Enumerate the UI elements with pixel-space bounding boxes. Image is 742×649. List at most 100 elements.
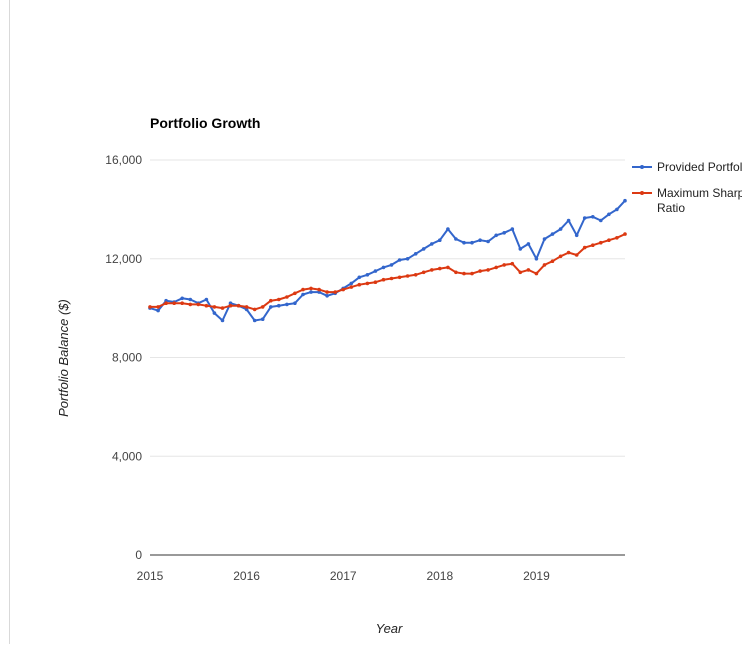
data-point[interactable] [454, 237, 458, 241]
data-point[interactable] [510, 261, 515, 266]
data-point[interactable] [180, 296, 184, 301]
data-point[interactable] [397, 258, 402, 262]
data-point[interactable] [599, 218, 603, 223]
data-point[interactable] [413, 273, 418, 277]
data-point[interactable] [349, 281, 354, 286]
data-point[interactable] [591, 243, 595, 247]
data-point[interactable] [574, 233, 579, 238]
data-point[interactable] [285, 302, 289, 307]
data-point[interactable] [542, 237, 547, 241]
data-point[interactable] [574, 253, 579, 257]
data-point[interactable] [164, 301, 168, 306]
data-point[interactable] [381, 265, 386, 270]
data-point[interactable] [204, 303, 209, 308]
data-point[interactable] [381, 277, 386, 282]
data-point[interactable] [212, 305, 217, 309]
data-point[interactable] [285, 295, 289, 299]
data-point[interactable] [494, 265, 499, 270]
data-point[interactable] [405, 274, 410, 278]
data-point[interactable] [252, 307, 257, 312]
data-point[interactable] [365, 281, 370, 286]
data-point[interactable] [599, 240, 603, 245]
data-point[interactable] [301, 292, 305, 297]
data-point[interactable] [462, 240, 466, 245]
data-point[interactable] [446, 265, 450, 270]
data-point[interactable] [293, 291, 297, 296]
data-point[interactable] [317, 287, 321, 292]
data-point[interactable] [478, 238, 482, 242]
data-point[interactable] [397, 275, 402, 280]
data-point[interactable] [172, 301, 176, 306]
data-point[interactable] [228, 303, 233, 308]
data-point[interactable] [430, 242, 434, 246]
data-point[interactable] [486, 239, 490, 244]
data-point[interactable] [309, 290, 313, 294]
data-point[interactable] [220, 318, 225, 323]
data-point[interactable] [188, 297, 193, 302]
data-point[interactable] [156, 305, 160, 309]
data-point[interactable] [446, 227, 450, 231]
data-point[interactable] [325, 294, 329, 298]
data-point[interactable] [615, 207, 619, 212]
data-point[interactable] [494, 233, 499, 238]
data-point[interactable] [413, 252, 418, 256]
data-point[interactable] [623, 232, 627, 236]
data-point[interactable] [582, 216, 587, 220]
data-point[interactable] [566, 218, 571, 223]
data-point[interactable] [591, 215, 595, 219]
data-point[interactable] [188, 302, 193, 307]
data-point[interactable] [607, 238, 611, 242]
data-point[interactable] [236, 303, 241, 308]
data-point[interactable] [623, 198, 627, 203]
data-point[interactable] [421, 270, 426, 275]
data-point[interactable] [518, 270, 523, 275]
data-point[interactable] [309, 286, 313, 291]
data-point[interactable] [389, 276, 394, 281]
data-point[interactable] [260, 317, 265, 322]
data-point[interactable] [373, 269, 378, 273]
data-point[interactable] [269, 298, 273, 303]
data-point[interactable] [615, 236, 619, 240]
data-point[interactable] [462, 271, 466, 276]
data-point[interactable] [228, 301, 233, 306]
data-point[interactable] [269, 305, 273, 309]
data-point[interactable] [156, 308, 160, 313]
data-point[interactable] [558, 227, 563, 231]
data-point[interactable] [478, 269, 482, 273]
data-point[interactable] [550, 259, 555, 264]
data-point[interactable] [405, 257, 410, 261]
data-point[interactable] [534, 271, 539, 276]
data-point[interactable] [550, 232, 555, 236]
data-point[interactable] [454, 270, 458, 275]
data-point[interactable] [357, 275, 362, 280]
data-point[interactable] [317, 290, 321, 294]
data-point[interactable] [212, 311, 217, 315]
data-point[interactable] [325, 290, 329, 294]
data-point[interactable] [470, 271, 474, 276]
data-point[interactable] [341, 287, 346, 292]
series-line[interactable] [150, 233, 626, 311]
data-point[interactable] [220, 306, 225, 310]
data-point[interactable] [164, 298, 168, 303]
data-point[interactable] [518, 247, 523, 251]
data-point[interactable] [502, 263, 507, 267]
data-point[interactable] [196, 302, 201, 307]
data-point[interactable] [502, 231, 507, 235]
data-point[interactable] [180, 301, 184, 306]
data-point[interactable] [252, 318, 257, 323]
data-point[interactable] [421, 247, 426, 251]
data-point[interactable] [301, 287, 305, 292]
data-point[interactable] [510, 227, 515, 231]
data-point[interactable] [204, 297, 209, 302]
data-point[interactable] [566, 250, 571, 255]
data-point[interactable] [558, 254, 563, 259]
data-point[interactable] [277, 297, 281, 302]
legend-item-1[interactable]: Provided Portfolio [632, 160, 742, 174]
data-point[interactable] [486, 268, 490, 272]
data-point[interactable] [607, 212, 611, 217]
data-point[interactable] [438, 266, 442, 271]
data-point[interactable] [244, 307, 249, 312]
data-point[interactable] [333, 290, 338, 294]
